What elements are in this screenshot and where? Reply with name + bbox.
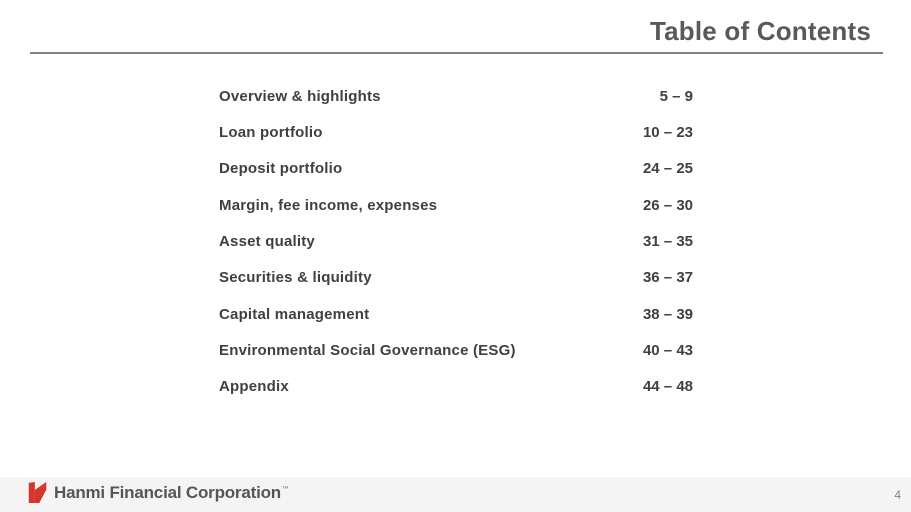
footer-bar: Hanmi Financial Corporation™ 4 (0, 477, 911, 512)
page-title: Table of Contents (649, 16, 871, 46)
toc-section-label: Capital management (219, 305, 370, 323)
toc-row[interactable]: Appendix 44 – 48 (219, 369, 693, 405)
toc-row[interactable]: Loan portfolio 10 – 23 (219, 114, 693, 150)
toc-section-label: Margin, fee income, expenses (219, 196, 438, 214)
company-logo-text: Hanmi Financial Corporation™ (54, 483, 289, 503)
toc-page-range: 38 – 39 (642, 305, 693, 323)
toc-section-label: Asset quality (219, 233, 315, 251)
trademark-symbol: ™ (281, 485, 289, 493)
toc-row[interactable]: Asset quality 31 – 35 (219, 223, 693, 259)
toc-page-range: 36 – 37 (642, 269, 693, 287)
toc-row[interactable]: Deposit portfolio 24 – 25 (219, 151, 693, 187)
toc-section-label: Appendix (219, 378, 289, 396)
table-of-contents-list: Overview & highlights 5 – 9 Loan portfol… (219, 78, 693, 405)
toc-row[interactable]: Securities & liquidity 36 – 37 (219, 260, 693, 296)
toc-page-range: 40 – 43 (642, 342, 693, 360)
hanmi-logo-icon (28, 482, 47, 503)
toc-section-label: Securities & liquidity (219, 269, 372, 287)
toc-page-range: 26 – 30 (642, 196, 693, 214)
toc-page-range: 31 – 35 (642, 233, 693, 251)
toc-section-label: Deposit portfolio (219, 160, 343, 178)
toc-page-range: 24 – 25 (642, 160, 693, 178)
toc-row[interactable]: Environmental Social Governance (ESG) 40… (219, 332, 693, 368)
toc-row[interactable]: Margin, fee income, expenses 26 – 30 (219, 187, 693, 223)
company-logo: Hanmi Financial Corporation™ (27, 481, 289, 504)
toc-page-range: 10 – 23 (642, 124, 693, 142)
slide-page-number: 4 (894, 488, 901, 502)
toc-page-range: 44 – 48 (642, 378, 693, 396)
title-divider (30, 52, 883, 54)
toc-section-label: Environmental Social Governance (ESG) (219, 342, 516, 360)
toc-section-label: Overview & highlights (219, 87, 381, 105)
company-name: Hanmi Financial Corporation (54, 482, 281, 502)
toc-row[interactable]: Overview & highlights 5 – 9 (219, 78, 693, 114)
toc-page-range: 5 – 9 (659, 87, 693, 105)
toc-row[interactable]: Capital management 38 – 39 (219, 296, 693, 332)
toc-section-label: Loan portfolio (219, 124, 323, 142)
